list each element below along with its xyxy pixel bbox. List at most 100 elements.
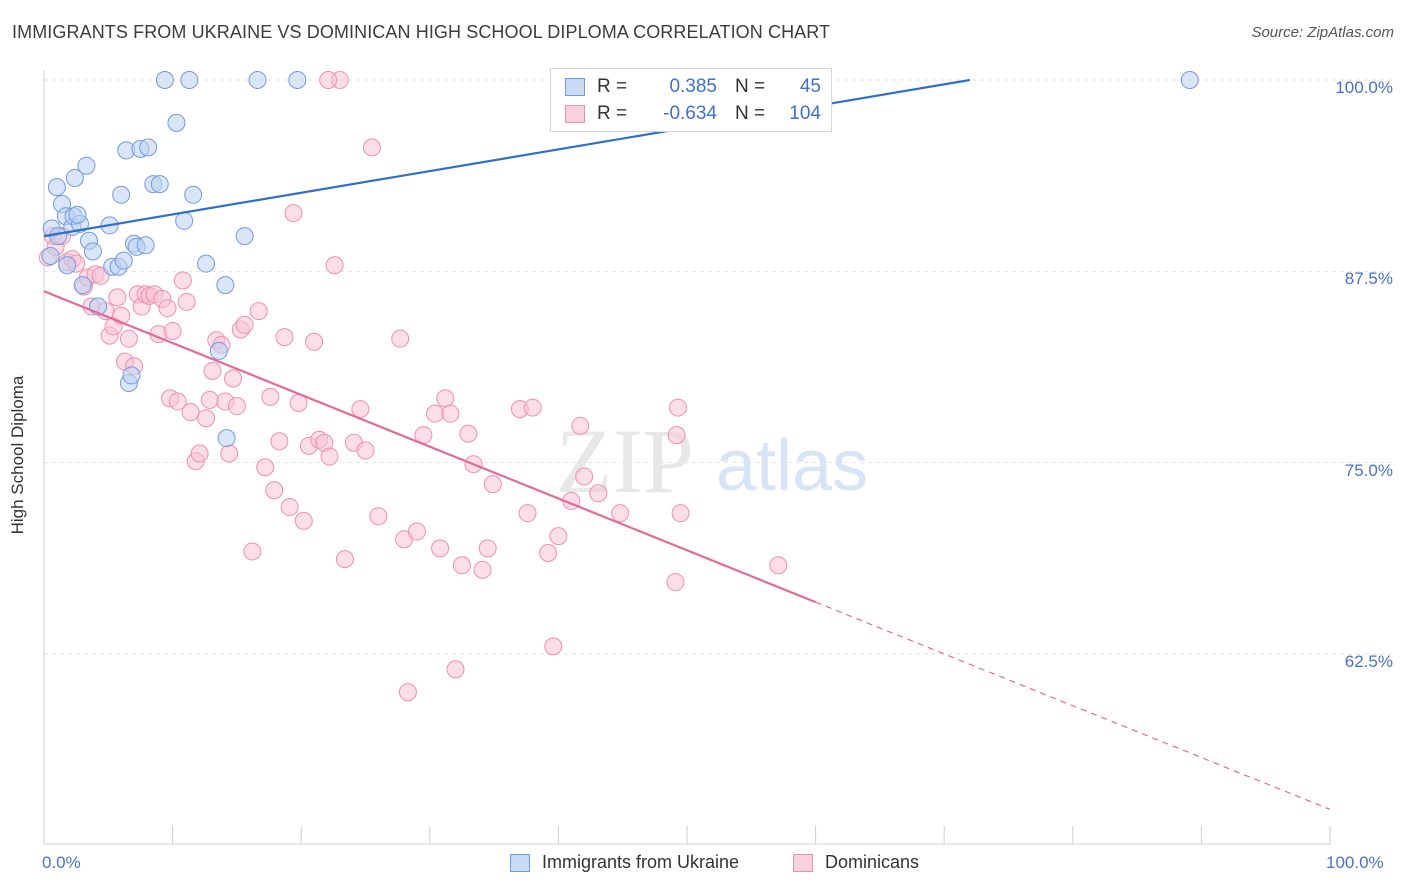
dominican-point [589, 484, 608, 503]
legend-n-label: N = [735, 76, 766, 97]
dominican-point [575, 467, 594, 486]
dominican-trend-line [43, 290, 817, 604]
legend-n-value: 104 [789, 103, 821, 124]
dominican-point [459, 424, 478, 443]
legend-r-value: 0.385 [669, 76, 717, 97]
dominican-point [305, 332, 324, 351]
gridlines [44, 79, 1392, 655]
ukraine-point [83, 242, 102, 261]
dominican-point [436, 389, 455, 408]
axes [43, 70, 1331, 845]
source-label: Source: ZipAtlas.com [1251, 24, 1394, 41]
dominican-swatch [565, 105, 585, 123]
dominican-point [668, 398, 687, 417]
legend-row-ukraine: R = 0.385 N = 45 [565, 75, 821, 99]
ukraine-point [175, 211, 194, 230]
watermark-atlas: atlas [716, 426, 868, 506]
dominican-point [177, 292, 196, 311]
dominican-point [173, 271, 192, 290]
ukraine-point [155, 71, 174, 89]
dominican-point [256, 458, 275, 477]
ukraine-point [167, 113, 186, 132]
dominican-point [473, 560, 492, 579]
ukraine-point [77, 156, 96, 175]
dominican-point [270, 432, 289, 451]
chart-title: IMMIGRANTS FROM UKRAINE VS DOMINICAN HIG… [12, 22, 831, 42]
dominican-point [319, 71, 338, 89]
dominican-point [243, 542, 262, 561]
dominican-point [611, 504, 630, 523]
ukraine-point [49, 227, 68, 246]
bottom-legend-dominicans: Dominicans [793, 852, 919, 873]
ukraine-point [65, 168, 84, 187]
dominican-point [369, 507, 388, 526]
dominican-point [108, 288, 127, 307]
dominican-point [190, 444, 209, 463]
dominican-point [249, 302, 268, 321]
dominican-point [549, 527, 568, 546]
dominican-point [431, 539, 450, 558]
dominican-point [227, 397, 246, 416]
stats-legend: R = 0.385 N = 45 R = -0.634 N = 104 [550, 68, 832, 132]
dominican-point [539, 543, 558, 562]
dominican-point [666, 573, 685, 592]
dominican-point [356, 441, 375, 460]
legend-n-label: N = [735, 103, 766, 124]
dominican-point [523, 398, 542, 417]
dominican-point [158, 299, 177, 318]
bottom-legend-ukraine: Immigrants from Ukraine [510, 852, 739, 873]
ukraine-point [136, 236, 155, 255]
ukraine-point [248, 71, 267, 89]
dominican-point [284, 204, 303, 223]
dominican-point [325, 256, 344, 275]
dominican-point [294, 511, 313, 530]
legend-r-value: -0.634 [663, 103, 717, 124]
dominican-point [769, 556, 788, 575]
dominican-point [200, 390, 219, 409]
ukraine-point [41, 247, 60, 266]
ukraine-point [209, 341, 228, 360]
dominican-point [518, 504, 537, 523]
ukraine-point [150, 175, 169, 194]
ukraine-point [114, 251, 133, 270]
ukraine-legend-swatch [510, 853, 530, 872]
y-axis-label: High School Diploma [8, 375, 27, 535]
dominican-point [235, 315, 254, 334]
ukraine-point [68, 205, 87, 224]
dominican-point [265, 481, 284, 500]
ukraine-point [47, 178, 66, 197]
ukraine-point [122, 366, 141, 385]
series-dominicans [38, 71, 788, 702]
dominican-point [478, 539, 497, 558]
dominican-point [407, 522, 426, 541]
dominican-point [446, 660, 465, 679]
dominican-point [544, 637, 563, 656]
dominican-point [220, 444, 239, 463]
dominican-point [425, 404, 444, 423]
ukraine-point [235, 227, 254, 246]
dominican-point [351, 400, 370, 419]
dominican-point [335, 550, 354, 569]
watermark: ZIP atlas [556, 410, 868, 512]
x-tick-max: 100.0% [1326, 853, 1384, 872]
ukraine-point [217, 429, 236, 448]
dominican-point [181, 403, 200, 422]
ukraine-point [139, 138, 158, 157]
dominican-point [483, 475, 502, 494]
dominican-point [261, 387, 280, 406]
legend-r-label: R = [597, 103, 628, 124]
legend-row-dominican: R = -0.634 N = 104 [565, 102, 821, 126]
dominican-point [571, 416, 590, 435]
dominican-point [391, 329, 410, 348]
dominican-point [362, 138, 381, 157]
dominican-trend-extension [815, 601, 1331, 810]
dominican-point [280, 498, 299, 517]
y-tick-label: 100.0% [1335, 78, 1393, 97]
ukraine-point [1180, 71, 1199, 89]
ukraine-legend-label: Immigrants from Ukraine [542, 852, 740, 872]
dominican-legend-label: Dominicans [825, 852, 920, 872]
dominican-point [168, 392, 187, 411]
dominican-point [320, 447, 339, 466]
dominican-legend-swatch [793, 853, 813, 872]
